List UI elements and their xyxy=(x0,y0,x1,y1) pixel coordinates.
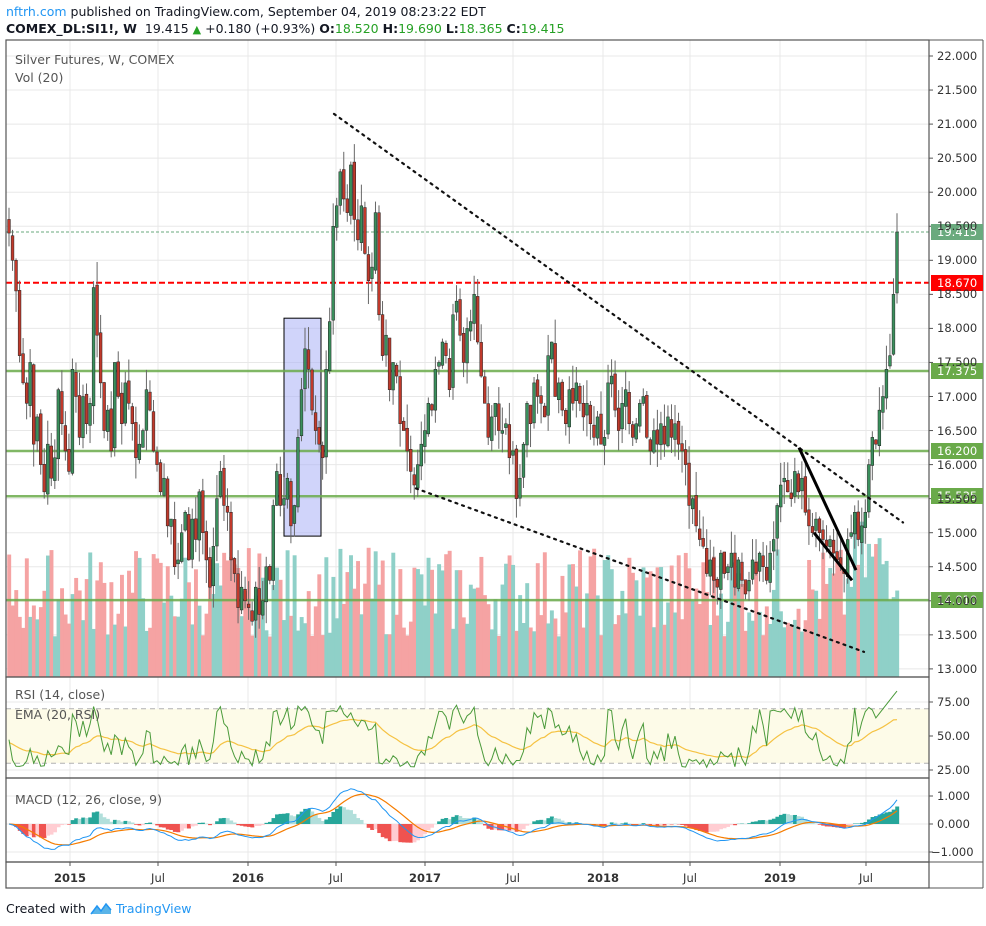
date-axis-tick: 2019 xyxy=(763,871,797,885)
rsi-axis-tick: 75.00 xyxy=(937,695,970,709)
up-arrow-icon: ▲ xyxy=(192,23,202,36)
close-label: C: xyxy=(506,21,521,36)
price-level-label: 18.670 xyxy=(931,274,983,291)
date-axis-tick: Jul xyxy=(683,871,697,885)
macd-axis-tick: −1.000 xyxy=(931,845,974,859)
date-axis-tick: 2017 xyxy=(408,871,442,885)
rsi-lines xyxy=(8,690,898,769)
date-axis-tick: Jul xyxy=(329,871,343,885)
close-value: 19.415 xyxy=(520,21,565,36)
published-text: published on TradingView.com, September … xyxy=(66,4,486,19)
price-axis-tick: 21.000 xyxy=(937,117,978,132)
price-axis-tick: 19.000 xyxy=(937,253,978,268)
footer: Created with TradingView xyxy=(6,901,192,916)
price-change: +0.180 (+0.93%) xyxy=(205,21,316,36)
tradingview-link[interactable]: TradingView xyxy=(115,901,192,916)
price-level-label: 14.010 xyxy=(931,592,983,609)
ema-legend[interactable]: EMA (20, RSI) xyxy=(15,707,101,722)
rsi-legend[interactable]: RSI (14, close) xyxy=(15,687,106,702)
macd-axis-tick: 1.000 xyxy=(937,789,970,803)
price-axis-tick: 16.000 xyxy=(937,457,978,472)
open-label: O: xyxy=(319,21,335,36)
price-level-label: 16.200 xyxy=(931,442,983,459)
date-axis-tick: Jul xyxy=(859,871,873,885)
date-axis-tick: 2015 xyxy=(53,871,87,885)
macd-legend[interactable]: MACD (12, 26, close, 9) xyxy=(15,792,162,807)
price-axis-tick: 15.000 xyxy=(937,525,978,540)
date-axis-tick: Jul xyxy=(151,871,165,885)
volume-legend[interactable]: Vol (20) xyxy=(15,70,64,85)
price-axis-tick: 20.000 xyxy=(937,185,978,200)
high-label: H: xyxy=(382,21,399,36)
price-axis-tick: 19.500 xyxy=(937,219,978,234)
date-axis-tick: Jul xyxy=(506,871,520,885)
symbol-header: COMEX_DL:SI1!, W 19.415 ▲ +0.180 (+0.93%… xyxy=(6,21,564,36)
publisher-link[interactable]: nftrh.com xyxy=(6,4,67,19)
macd-lines xyxy=(8,788,900,850)
price-level-label: 15.535 xyxy=(931,488,983,505)
low-value: 18.365 xyxy=(458,21,503,36)
price-axis-tick: 21.500 xyxy=(937,83,978,98)
price-axis-tick: 14.500 xyxy=(937,559,978,574)
symbol-label: COMEX_DL:SI1!, W xyxy=(6,21,137,36)
price-level-label: 19.415 xyxy=(931,224,983,241)
price-axis-tick: 15.500 xyxy=(937,491,978,506)
pane-borders xyxy=(5,39,984,889)
tradingview-logo-icon xyxy=(90,902,112,914)
price-axis-tick: 13.000 xyxy=(937,661,978,676)
last-price: 19.415 xyxy=(144,21,189,36)
trendlines[interactable] xyxy=(332,112,905,653)
open-value: 18.520 xyxy=(334,21,379,36)
date-axis-tick: 2018 xyxy=(586,871,620,885)
price-candles xyxy=(7,144,899,638)
horizontal-levels[interactable] xyxy=(6,231,929,602)
price-axis-tick: 17.000 xyxy=(937,389,978,404)
macd-axis-tick: 0.000 xyxy=(937,817,970,831)
high-value: 19.690 xyxy=(398,21,442,36)
rsi-band xyxy=(6,708,929,764)
price-axis-tick: 17.500 xyxy=(937,355,978,370)
price-level-label: 17.375 xyxy=(931,362,983,379)
price-axis-tick: 20.500 xyxy=(937,151,978,166)
price-axis-tick: 16.500 xyxy=(937,423,978,438)
price-axis-tick: 18.500 xyxy=(937,287,978,302)
created-with-text: Created with xyxy=(6,901,86,916)
price-axis-tick: 14.000 xyxy=(937,593,978,608)
price-axis-tick: 22.000 xyxy=(937,49,978,63)
low-label: L: xyxy=(445,21,459,36)
rsi-axis-tick: 50.00 xyxy=(937,729,970,743)
date-axis-tick: 2016 xyxy=(231,871,265,885)
rsi-axis-tick: 25.00 xyxy=(937,763,970,777)
price-axis-tick: 18.000 xyxy=(937,321,978,336)
volume-bars xyxy=(7,518,900,677)
main-legend[interactable]: Silver Futures, W, COMEX xyxy=(15,52,175,67)
publish-header: nftrh.com published on TradingView.com, … xyxy=(6,4,486,19)
price-axis-tick: 13.500 xyxy=(937,627,978,642)
